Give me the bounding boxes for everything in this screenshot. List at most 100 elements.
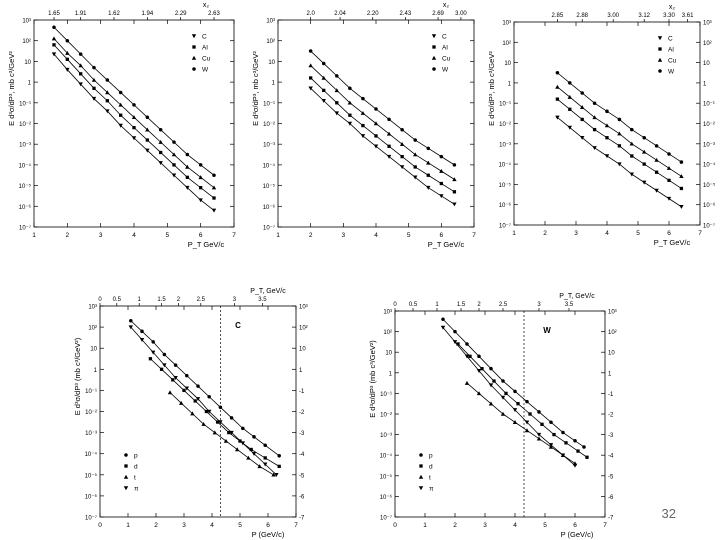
- y-tick-label: 10⁻³: [263, 143, 275, 149]
- data-point: [413, 165, 417, 169]
- data-point: [580, 91, 584, 95]
- series-d: [148, 357, 281, 469]
- x-tick-label: 2: [154, 522, 158, 529]
- data-point: [555, 70, 560, 75]
- legend-marker: [192, 67, 196, 71]
- data-point: [604, 154, 610, 159]
- data-point: [604, 123, 610, 128]
- top-axis-tick-label: 2.0: [306, 11, 315, 17]
- y-axis-label: E d³σ/dP³, mb c³/GeV²: [251, 51, 260, 126]
- y-tick-label-right: 10: [703, 61, 710, 67]
- x-tick-label: 6: [440, 232, 444, 239]
- series-line: [310, 65, 455, 180]
- chart-panel-bottom-right: 0 1 2 3 4 5 6 710⁻⁷10⁻⁶10⁻⁵10⁻⁴10⁻³10⁻²10⁻¹1101…: [368, 293, 617, 539]
- legend-marker: [658, 69, 662, 73]
- data-point: [119, 113, 123, 117]
- data-point: [162, 363, 167, 368]
- data-point: [567, 125, 572, 130]
- top-axis-label: x₂: [443, 2, 450, 9]
- data-point: [500, 395, 506, 400]
- data-point: [334, 88, 339, 93]
- data-point: [207, 394, 211, 399]
- y-tick-label: 10⁻²: [263, 122, 275, 128]
- data-point: [335, 74, 339, 78]
- y-tick-label: 10⁻³: [19, 143, 31, 149]
- legend-marker: [419, 464, 423, 468]
- legend-marker: [432, 45, 436, 49]
- data-point: [654, 188, 659, 193]
- series-line: [150, 358, 280, 467]
- top-axis-tick-label: 0: [98, 297, 102, 303]
- data-point: [172, 140, 176, 144]
- data-point: [492, 379, 496, 383]
- legend-marker: [432, 67, 436, 71]
- data-point: [528, 412, 532, 416]
- data-point: [235, 447, 240, 452]
- data-point: [439, 194, 444, 199]
- data-point: [549, 420, 553, 424]
- data-point: [413, 152, 418, 157]
- data-point: [654, 144, 659, 148]
- top-axis-label: P_T, GeV/c: [559, 293, 595, 300]
- y-tick-label: 10⁻¹: [19, 101, 31, 107]
- x-tick-label: 3: [483, 522, 487, 529]
- data-point: [488, 401, 494, 406]
- top-axis-tick-label: 2.63: [208, 11, 220, 17]
- data-point: [453, 329, 457, 334]
- data-point: [140, 329, 144, 334]
- legend-label: C: [668, 36, 673, 43]
- data-point: [212, 430, 217, 435]
- data-point: [118, 90, 123, 95]
- y-tick-label: 10²: [383, 330, 392, 336]
- data-point: [199, 186, 203, 190]
- data-point: [277, 454, 281, 458]
- top-axis-tick-label: 2.5: [499, 302, 508, 308]
- data-point: [386, 131, 392, 136]
- data-point: [679, 174, 684, 179]
- x-tick-label: 7: [472, 232, 476, 239]
- data-point: [321, 75, 326, 80]
- top-axis-tick-label: 3.5: [258, 297, 267, 303]
- y-tick-label: 10⁻⁷: [85, 515, 97, 522]
- data-point: [65, 38, 70, 43]
- data-point: [387, 117, 391, 122]
- data-point: [263, 462, 268, 467]
- top-axis-tick-label: 2.5: [197, 297, 206, 303]
- top-axis-tick-label: 2.29: [175, 11, 187, 17]
- top-axis-tick-label: 2.85: [552, 13, 564, 19]
- y-tick-label-right: 10²: [299, 326, 308, 332]
- data-point: [131, 136, 137, 141]
- top-axis-tick-label: 1.62: [108, 11, 120, 17]
- y-tick-label: 10⁻⁵: [85, 472, 98, 479]
- x-tick-label: 1: [512, 230, 516, 237]
- legend-marker: [657, 36, 663, 41]
- data-point: [52, 25, 56, 30]
- data-point: [580, 135, 585, 140]
- data-point: [145, 138, 149, 142]
- legend-label: p: [429, 453, 433, 460]
- data-point: [195, 397, 201, 402]
- data-point: [585, 455, 589, 459]
- data-point: [399, 142, 405, 146]
- x-tick-label: 1: [276, 232, 280, 239]
- data-point: [666, 165, 672, 170]
- data-point: [679, 160, 684, 164]
- data-point: [193, 399, 197, 403]
- data-point: [629, 172, 634, 177]
- x-tick-label: 0: [393, 522, 397, 529]
- y-tick-label-right: -1: [299, 389, 305, 395]
- data-point: [564, 441, 568, 445]
- data-point: [456, 342, 460, 346]
- data-point: [592, 115, 597, 120]
- data-point: [92, 65, 96, 70]
- data-point: [555, 97, 560, 101]
- y-tick-label: 10⁻⁶: [19, 204, 32, 211]
- chart-panel-top-right: 1 2 3 4 5 6 710⁻⁷10⁻⁶10⁻⁵10⁻⁴10⁻³10⁻²10⁻¹11010…: [487, 4, 716, 247]
- data-point: [132, 125, 136, 130]
- data-point: [548, 443, 554, 448]
- y-tick-label-right: -5: [608, 474, 614, 480]
- data-point: [360, 110, 366, 115]
- legend-label: π: [134, 486, 139, 493]
- data-point: [52, 43, 56, 47]
- legend-label: Cu: [668, 58, 677, 65]
